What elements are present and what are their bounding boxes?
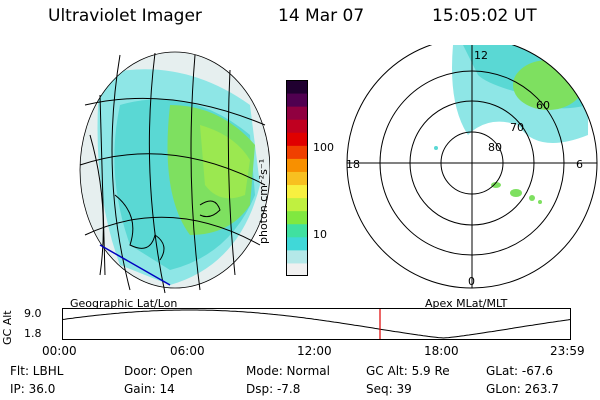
altitude-ytick-low: 1.8 (24, 327, 42, 340)
colorbar-band (286, 210, 308, 225)
altitude-xtick-1: 06:00 (170, 344, 205, 358)
colorbar-tick-10: 10 (313, 228, 327, 241)
colorbar-band (286, 119, 308, 133)
altitude-plot (62, 308, 571, 340)
mlt-label-top: 12 (474, 49, 488, 62)
colorbar-band (286, 93, 308, 107)
altitude-xtick-4: 23:59 (550, 344, 585, 358)
colorbar-band (286, 262, 308, 277)
colorbar-band (286, 106, 308, 120)
right-panel-caption: Apex MLat/MLT (425, 297, 508, 310)
geographic-map (79, 51, 270, 294)
lat-label-70: 70 (510, 121, 524, 134)
ip-label: IP: 36.0 (10, 382, 56, 396)
colorbar-tick-100: 100 (313, 141, 334, 154)
time-label: 15:05:02 UT (432, 6, 537, 26)
door-label: Door: Open (124, 364, 193, 378)
gc-alt-label: GC Alt: 5.9 Re (366, 364, 450, 378)
lat-label-80: 80 (488, 141, 502, 154)
colorbar-band (286, 236, 308, 251)
altitude-ylabel: GC Alt (1, 310, 14, 345)
date-label: 14 Mar 07 (278, 6, 365, 26)
left-panel-caption: Geographic Lat/Lon (70, 297, 178, 310)
colorbar-band (286, 132, 308, 146)
altitude-ytick-high: 9.0 (24, 307, 42, 320)
colorbar-band (286, 171, 308, 186)
mode-label: Mode: Normal (246, 364, 330, 378)
colorbar-gradient (286, 80, 308, 277)
altitude-xtick-2: 12:00 (297, 344, 332, 358)
colorbar-band (286, 158, 308, 172)
lat-label-60: 60 (536, 99, 550, 112)
colorbar-unit-label: photon cm⁻²s⁻¹ (257, 158, 270, 244)
colorbar-band (286, 223, 308, 238)
glon-label: GLon: 263.7 (486, 382, 559, 396)
magnetic-polar-plot: 12 18 6 0 60 70 80 (346, 45, 598, 289)
colorbar-band (286, 145, 308, 159)
mlt-label-bottom: 0 (468, 275, 475, 288)
glat-label: GLat: -67.6 (486, 364, 553, 378)
colorbar-band (286, 249, 308, 264)
seq-label: Seq: 39 (366, 382, 412, 396)
colorbar-band (286, 80, 308, 94)
filter-label: Flt: LBHL (10, 364, 64, 378)
mlt-label-right: 6 (576, 158, 583, 171)
colorbar (286, 80, 308, 277)
instrument-title: Ultraviolet Imager (48, 6, 202, 26)
altitude-xtick-3: 18:00 (424, 344, 459, 358)
altitude-xtick-0: 00:00 (42, 344, 77, 358)
colorbar-band (286, 184, 308, 199)
gain-label: Gain: 14 (124, 382, 175, 396)
dsp-label: Dsp: -7.8 (246, 382, 301, 396)
colorbar-band (286, 197, 308, 212)
mlt-label-left: 18 (346, 158, 360, 171)
